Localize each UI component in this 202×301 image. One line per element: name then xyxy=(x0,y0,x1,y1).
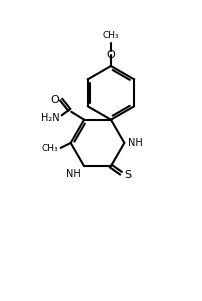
Text: NH: NH xyxy=(128,138,143,148)
Text: O: O xyxy=(107,50,115,60)
Text: CH₃: CH₃ xyxy=(41,144,58,154)
Text: CH₃: CH₃ xyxy=(103,31,119,40)
Text: O: O xyxy=(50,95,59,105)
Text: H₂N: H₂N xyxy=(41,113,59,123)
Text: NH: NH xyxy=(66,169,81,179)
Text: S: S xyxy=(124,170,131,180)
